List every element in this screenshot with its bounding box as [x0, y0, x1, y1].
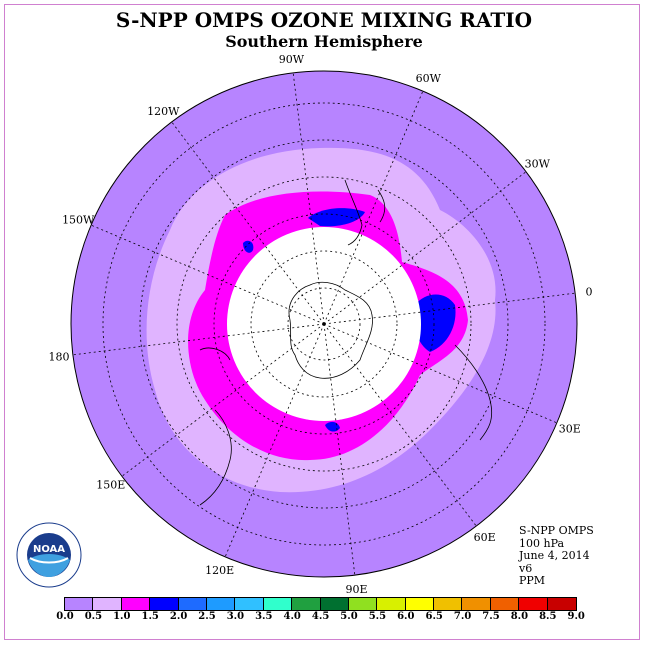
legend-swatch: [519, 598, 548, 610]
latitude-gridline: [176, 176, 472, 472]
longitude-label: 60E: [474, 531, 496, 544]
date-label: June 4, 2014: [519, 549, 590, 562]
antarctica-coastline: [288, 281, 373, 379]
ozone-blue-patch: [308, 208, 365, 227]
legend-swatch: [292, 598, 321, 610]
longitude-label: 150W: [62, 214, 95, 227]
legend-tick-label: 0.0: [56, 611, 74, 622]
latitude-gridline: [287, 287, 361, 361]
longitude-label: 120W: [147, 105, 180, 118]
instrument-label: S-NPP OMPS: [519, 524, 594, 537]
meridian-gridline: [323, 90, 424, 325]
longitude-label: 60W: [416, 72, 442, 85]
level-label: 100 hPa: [519, 536, 565, 550]
legend-swatch: [377, 598, 406, 610]
legend-swatch: [65, 598, 94, 610]
legend-tick-label: 5.5: [368, 611, 387, 622]
meridian-gridline: [323, 323, 477, 527]
version-label: v6: [519, 561, 533, 575]
meridian-gridline: [72, 323, 325, 356]
meridian-gridline: [323, 323, 356, 576]
legend-tick-label: 0.5: [84, 611, 103, 622]
legend-tick-label: 6.5: [425, 611, 443, 622]
map-subtitle: Southern Hemisphere: [225, 32, 423, 51]
legend-tick-label: 4.5: [311, 611, 330, 622]
legend-tick-label: 8.0: [510, 611, 529, 622]
ozone-blue-patch: [243, 240, 254, 253]
legend-swatch: [490, 598, 520, 610]
south-america-coastline: [344, 179, 363, 246]
longitude-label: 90E: [346, 583, 368, 596]
legend-tick-label: 3.5: [255, 611, 273, 622]
legend-swatch: [263, 598, 293, 610]
legend-tick-label: 3.0: [226, 611, 245, 622]
meridian-gridline: [323, 292, 576, 325]
south-america-coastline: [377, 189, 386, 223]
info-block: S-NPP OMPS 100 hPa June 4, 2014 v6 PPM: [519, 524, 594, 588]
legend-swatch: [434, 598, 463, 610]
longitude-label: 90W: [279, 53, 305, 66]
plot-frame: [4, 4, 640, 640]
longitude-label: 0: [586, 285, 593, 298]
legend-tick-label: 1.0: [113, 611, 131, 622]
legend-swatch: [235, 598, 264, 610]
legend-swatch: [405, 598, 435, 610]
meridian-gridline: [224, 323, 325, 558]
meridian-gridline: [323, 323, 558, 424]
latitude-gridline: [102, 102, 546, 546]
legend-swatch: [462, 598, 491, 610]
legend-tick-label: 2.0: [169, 611, 188, 622]
legend-tick-label: 1.5: [141, 611, 159, 622]
legend-tick-label: 4.0: [283, 611, 301, 622]
africa-coastline: [454, 344, 493, 441]
longitude-label: 30W: [525, 157, 551, 170]
legend-tick-label: 9.0: [567, 611, 585, 622]
legend-tick-label: 5.0: [340, 611, 358, 622]
legend-tick-label: 2.5: [198, 611, 216, 622]
longitude-label: 30E: [559, 422, 581, 435]
legend-swatch: [93, 598, 122, 610]
units-label: PPM: [519, 574, 546, 587]
color-legend: [64, 597, 578, 611]
longitude-label: 150E: [96, 479, 125, 492]
new-zealand-coastline: [199, 347, 231, 361]
legend-swatch: [348, 598, 378, 610]
map-title: S-NPP OMPS OZONE MIXING RATIO: [115, 8, 533, 32]
legend-swatch: [547, 598, 577, 610]
meridian-gridline: [171, 121, 325, 325]
meridian-gridline: [292, 72, 325, 325]
noaa-logo-text: NOAA: [33, 544, 65, 555]
legend-tick-label: 7.0: [453, 611, 472, 622]
australia-coastline: [199, 409, 232, 506]
latitude-gridline: [213, 213, 435, 435]
legend-tick-label: 7.5: [482, 611, 500, 622]
noaa-logo-icon: NOAA: [16, 522, 82, 588]
legend-swatch: [121, 598, 151, 610]
legend-swatch: [320, 598, 349, 610]
map-boundary: [70, 70, 578, 578]
latitude-gridline: [139, 139, 509, 509]
legend-swatch: [178, 598, 207, 610]
meridian-gridline: [121, 323, 325, 477]
legend-swatch: [206, 598, 236, 610]
latitude-gridline: [250, 250, 398, 398]
longitude-label: 120E: [205, 564, 234, 577]
meridian-gridline: [90, 224, 325, 325]
meridian-gridline: [323, 171, 527, 325]
legend-tick-label: 6.0: [397, 611, 415, 622]
longitude-label: 180: [48, 351, 69, 364]
legend-tick-label: 8.5: [539, 611, 557, 622]
legend-swatch: [150, 598, 179, 610]
